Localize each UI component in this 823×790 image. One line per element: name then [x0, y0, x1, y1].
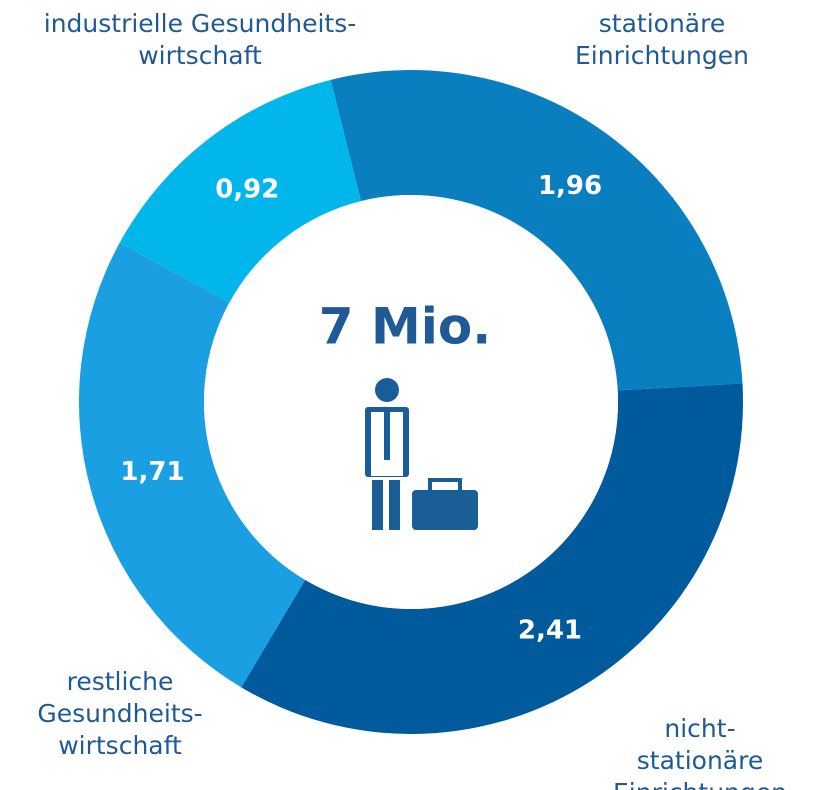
value-label: 1,96: [538, 171, 602, 201]
donut-segment: [241, 383, 744, 734]
category-label: restliche Gesundheits- wirtschaft: [37, 667, 203, 760]
value-label: 2,41: [518, 616, 582, 646]
value-label: 0,92: [215, 174, 279, 204]
donut-segment: [78, 242, 306, 688]
person-icon: [365, 378, 478, 530]
center-label: 7 Mio.: [319, 298, 491, 356]
category-label: stationäre Einrichtungen: [575, 9, 749, 70]
donut-segment: [119, 79, 361, 303]
value-label: 1,71: [120, 457, 184, 487]
category-label: industrielle Gesundheits- wirtschaft: [43, 9, 357, 70]
donut-hole: [204, 195, 618, 609]
segments: [78, 70, 744, 734]
donut-segment: [330, 70, 743, 391]
category-label: nicht-stationäre Einrichtungen: [613, 714, 787, 790]
